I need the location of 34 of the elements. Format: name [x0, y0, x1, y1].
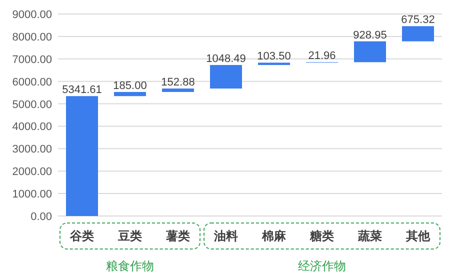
x-tick-label: 其他 [405, 229, 431, 243]
data-label: 103.50 [257, 50, 291, 63]
data-label: 675.32 [401, 14, 435, 26]
x-tick-label: 谷类 [69, 229, 94, 243]
y-tick-label: 5000.00 [12, 98, 52, 111]
x-tick-label: 薯类 [165, 229, 190, 243]
y-tick-label: 2000.00 [12, 166, 52, 178]
bar [354, 41, 386, 62]
x-tick-label: 豆类 [117, 229, 142, 243]
y-tick-label: 8000.00 [12, 31, 52, 44]
y-tick-label: 3000.00 [12, 144, 52, 156]
x-tick-label: 棉麻 [261, 229, 287, 243]
data-label: 152.88 [161, 76, 195, 89]
x-tick-label: 油料 [213, 229, 238, 243]
y-tick-label: 7000.00 [12, 54, 52, 66]
data-label: 928.95 [353, 29, 387, 42]
y-tick-label: 9000.00 [12, 9, 52, 21]
text: 粮食作物 [106, 259, 154, 273]
y-tick-label: 6000.00 [12, 76, 52, 88]
data-label: 5341.61 [62, 84, 102, 96]
bar [402, 26, 434, 42]
bar [162, 88, 194, 92]
bar [114, 92, 146, 96]
data-label: 21.96 [308, 50, 336, 62]
y-tick-label: 4000.00 [12, 121, 52, 134]
data-label: 185.00 [113, 80, 147, 92]
bar [66, 96, 98, 216]
y-tick-label: 1000.00 [12, 188, 52, 201]
text: 经济作物 [298, 259, 346, 273]
x-tick-label: 蔬菜 [357, 229, 382, 243]
x-tick-label: 糖类 [309, 229, 334, 243]
bar [210, 64, 242, 89]
data-label: 1048.49 [206, 52, 246, 65]
y-tick-label: 0.00 [30, 211, 52, 223]
